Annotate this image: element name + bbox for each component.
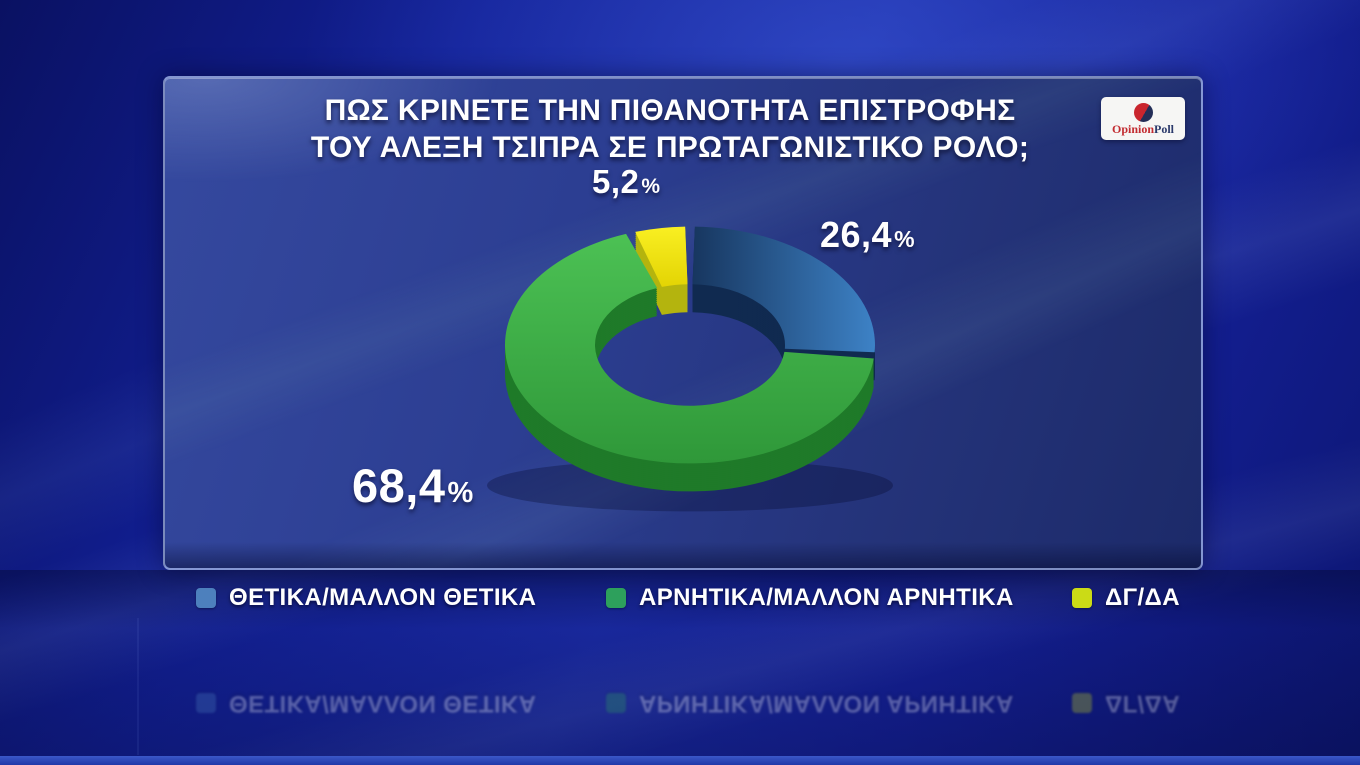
title-line-1: ΠΩΣ ΚΡΙΝΕΤΕ ΤΗΝ ΠΙΘΑΝΟΤΗΤΑ ΕΠΙΣΤΡΟΦΗΣ bbox=[324, 94, 1016, 127]
legend-swatch-yellow bbox=[1072, 693, 1092, 713]
chart-legend-reflection: ΘΕΤΙΚΑ/ΜΑΛΛΟΝ ΘΕΤΙΚΑ ΑΡΝΗΤΙΚΑ/ΜΑΛΛΟΝ ΑΡΝ… bbox=[0, 688, 1360, 718]
legend-item-positive: ΘΕΤΙΚΑ/ΜΑΛΛΟΝ ΘΕΤΙΚΑ bbox=[196, 583, 536, 613]
legend-swatch-yellow bbox=[1072, 588, 1092, 608]
panel-bottom-shadow bbox=[165, 542, 1201, 568]
opinion-poll-logo: OpinionPoll bbox=[1101, 97, 1185, 140]
legend-swatch-green bbox=[606, 588, 626, 608]
percent-sign: % bbox=[894, 226, 916, 252]
legend-swatch-blue bbox=[196, 693, 216, 713]
data-label-negative: 68,4% bbox=[352, 458, 474, 513]
logo-text-opinion: Opinion bbox=[1111, 121, 1155, 136]
legend-swatch-blue bbox=[196, 588, 216, 608]
poll-question-title: ΠΩΣ ΚΡΙΝΕΤΕ ΤΗΝ ΠΙΘΑΝΟΤΗΤΑ ΕΠΙΣΤΡΟΦΗΣ ΤΟ… bbox=[170, 92, 1170, 166]
data-label-value: 5,2 bbox=[592, 163, 640, 200]
legend-label: ΑΡΝΗΤΙΚΑ/ΜΑΛΛΟΝ ΑΡΝΗΤΙΚΑ bbox=[639, 690, 1014, 717]
legend-item-reflection: ΔΓ/ΔΑ bbox=[1072, 688, 1180, 718]
legend-item-reflection: ΘΕΤΙΚΑ/ΜΑΛΛΟΝ ΘΕΤΙΚΑ bbox=[196, 688, 536, 718]
legend-label: ΘΕΤΙΚΑ/ΜΑΛΛΟΝ ΘΕΤΙΚΑ bbox=[229, 690, 537, 717]
legend-item-dg-da: ΔΓ/ΔΑ bbox=[1072, 583, 1180, 613]
logo-text-poll: Poll bbox=[1154, 121, 1175, 136]
data-label-dg-da: 5,2% bbox=[592, 163, 661, 201]
opinion-poll-logo-text: OpinionPoll bbox=[1112, 123, 1174, 135]
chart-legend: ΘΕΤΙΚΑ/ΜΑΛΛΟΝ ΘΕΤΙΚΑ ΑΡΝΗΤΙΚΑ/ΜΑΛΛΟΝ ΑΡΝ… bbox=[0, 583, 1360, 613]
data-label-positive: 26,4% bbox=[820, 214, 915, 256]
legend-label: ΔΓ/ΔΑ bbox=[1105, 584, 1180, 611]
legend-label: ΑΡΝΗΤΙΚΑ/ΜΑΛΛΟΝ ΑΡΝΗΤΙΚΑ bbox=[639, 584, 1014, 611]
legend-label: ΘΕΤΙΚΑ/ΜΑΛΛΟΝ ΘΕΤΙΚΑ bbox=[229, 584, 537, 611]
legend-item-reflection: ΑΡΝΗΤΙΚΑ/ΜΑΛΛΟΝ ΑΡΝΗΤΙΚΑ bbox=[606, 688, 1014, 718]
data-label-value: 68,4 bbox=[352, 459, 446, 512]
percent-sign: % bbox=[447, 477, 474, 509]
bottom-light-strip bbox=[0, 756, 1360, 765]
floor-seam-line bbox=[137, 618, 139, 755]
opinion-poll-logo-icon bbox=[1133, 102, 1153, 122]
legend-label: ΔΓ/ΔΑ bbox=[1105, 690, 1180, 717]
legend-swatch-green bbox=[606, 693, 626, 713]
percent-sign: % bbox=[641, 175, 661, 198]
data-label-value: 26,4 bbox=[820, 214, 893, 255]
legend-item-negative: ΑΡΝΗΤΙΚΑ/ΜΑΛΛΟΝ ΑΡΝΗΤΙΚΑ bbox=[606, 583, 1014, 613]
title-line-2: ΤΟΥ ΑΛΕΞΗ ΤΣΙΠΡΑ ΣΕ ΠΡΩΤΑΓΩΝΙΣΤΙΚΟ ΡΟΛΟ; bbox=[310, 131, 1030, 164]
